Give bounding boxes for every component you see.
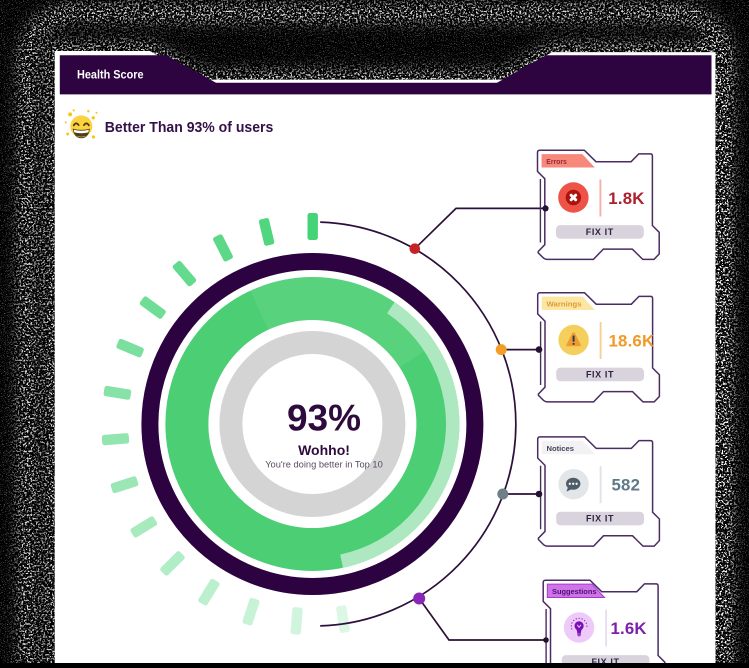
svg-text:FIX IT: FIX IT: [591, 657, 619, 663]
svg-text:FIX IT: FIX IT: [586, 514, 614, 524]
svg-text:Better Than 93% of users: Better Than 93% of users: [105, 119, 273, 136]
svg-text:FIX IT: FIX IT: [586, 369, 614, 379]
svg-text:582: 582: [612, 476, 641, 495]
svg-text:Warnings: Warnings: [547, 300, 582, 309]
svg-text:You're doing better in Top 10: You're doing better in Top 10: [265, 459, 383, 469]
svg-text:FIX IT: FIX IT: [586, 227, 614, 237]
svg-text:1.8K: 1.8K: [608, 189, 644, 208]
svg-text:Health Score: Health Score: [77, 68, 144, 82]
svg-text:18.6K: 18.6K: [609, 331, 655, 350]
svg-text:93%: 93%: [287, 398, 361, 439]
svg-text:Notices: Notices: [547, 444, 575, 453]
svg-text:Wohho!: Wohho!: [298, 442, 350, 458]
svg-text:1.6K: 1.6K: [611, 619, 647, 638]
svg-text:Suggestions: Suggestions: [552, 587, 597, 596]
svg-text:Errors: Errors: [546, 157, 567, 166]
